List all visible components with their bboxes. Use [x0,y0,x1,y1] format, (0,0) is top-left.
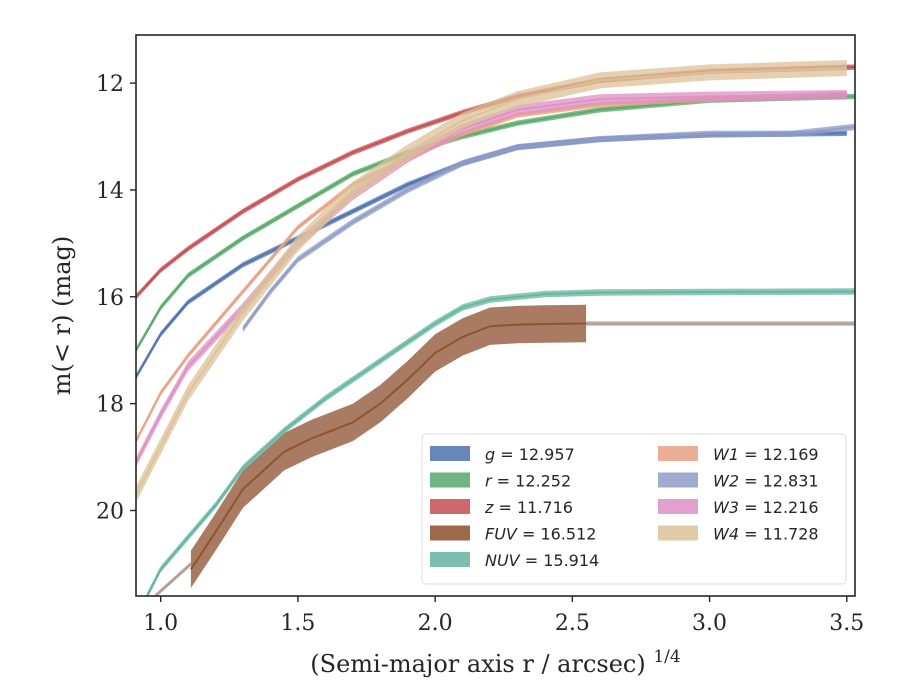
series-layer [136,60,855,596]
legend-label: NUV = 15.914 [485,551,599,570]
legend-label-value: = 16.512 [517,525,597,544]
y-tick-label: 18 [96,393,124,418]
legend-swatch [658,446,698,461]
legend-label-value: = 12.169 [739,445,819,464]
legend-label-value: = 12.252 [492,472,572,491]
series-nuv-6-line [146,290,855,596]
series-fuv-3-line [190,322,587,570]
legend-swatch [658,499,698,514]
legend-swatch [430,499,470,514]
legend-swatch [430,472,470,488]
axis-ticks: 1.0 1.5 2.0 2.5 3.0 3.5 12 14 16 18 20 [96,72,864,636]
legend-label-band: W1 [713,445,739,464]
x-axis-label: (Semi-major axis r / arcsec) 1/4 [310,647,680,678]
x-tick-label: 3.5 [829,611,864,636]
x-axis-label-main: (Semi-major axis r / arcsec) [310,650,645,678]
x-tick-label: 3.0 [692,611,727,636]
x-tick-label: 1.5 [280,611,315,636]
legend-label: r = 12.252 [485,472,571,491]
legend-swatch [430,525,470,541]
plot-frame [135,34,856,597]
y-axis-label: m(< r) (mag) [48,236,76,395]
legend-label-value: = 12.216 [739,498,819,517]
legend-label: W4 = 11.728 [713,525,819,544]
legend-label-band: r [485,472,493,491]
x-axis-label-exponent: 1/4 [653,647,680,667]
legend-label: W2 = 12.831 [713,472,819,491]
y-tick-label: 14 [96,179,124,204]
series-w2-8-line [242,125,855,330]
legend-box [421,433,847,585]
legend-label-value: = 11.716 [493,498,573,517]
legend-swatch [430,552,470,567]
legend-label-band: FUV [485,525,518,544]
legend-swatch [658,472,698,488]
legend-label-value: = 12.957 [495,445,575,464]
legend-label-band: W2 [713,472,739,491]
legend-label-value: = 15.914 [520,551,600,570]
x-tick-label: 1.0 [143,611,178,636]
series-w4-10-line [136,67,847,495]
legend-label-band: NUV [485,551,521,570]
y-tick-label: 16 [96,286,124,311]
x-tick-label: 2.5 [555,611,590,636]
legend-label: W1 = 12.169 [713,445,819,464]
y-tick-label: 20 [96,500,124,525]
y-tick-label: 12 [96,72,124,97]
legend-label: W3 = 12.216 [713,498,819,517]
legend-swatch [430,446,470,461]
legend-label: FUV = 16.512 [485,525,596,544]
legend-label-band: W3 [713,498,739,517]
legend-swatch [658,525,698,541]
legend-label-value: = 11.728 [739,525,819,544]
legend-label-band: g [485,445,495,464]
series-fuv-5-line [154,563,192,596]
legend-label: z = 11.716 [484,498,573,517]
legend-label: g = 12.957 [485,445,575,464]
legend-label-value: = 12.831 [739,472,819,491]
x-tick-label: 2.0 [418,611,453,636]
legend-label-band: W4 [713,525,739,544]
legend-label-band: z [484,498,494,517]
